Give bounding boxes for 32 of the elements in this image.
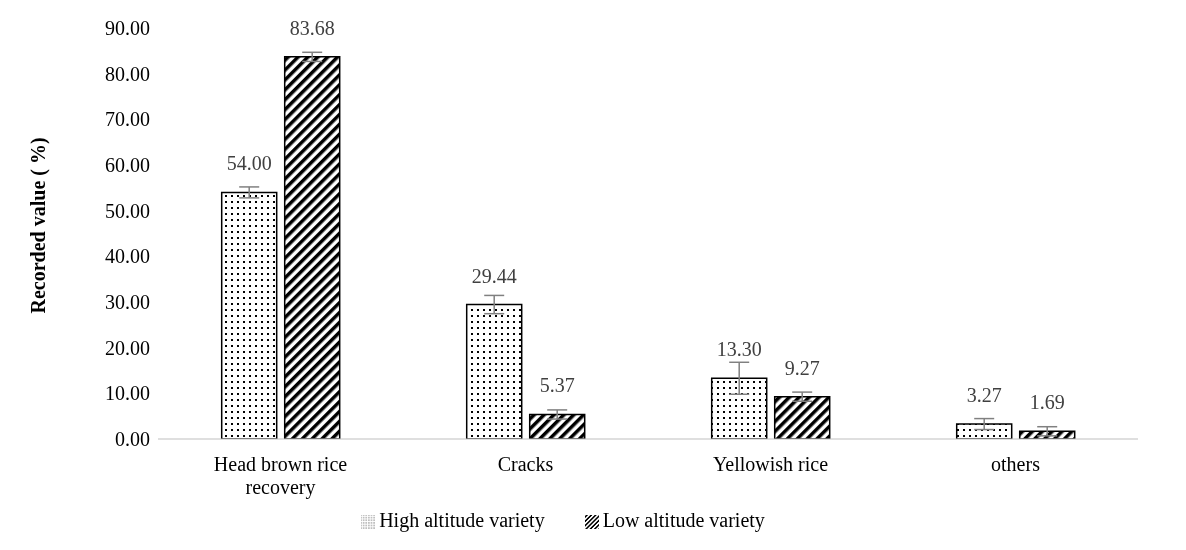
y-tick-label: 90.00 bbox=[105, 17, 150, 40]
data-label: 3.27 bbox=[966, 384, 1002, 407]
y-axis-title: Recorded value ( %) bbox=[27, 137, 51, 314]
bar bbox=[465, 303, 523, 439]
legend-label: High altitude variety bbox=[379, 509, 545, 531]
x-tick-label: Yellowish rice bbox=[712, 453, 829, 475]
legend-label: Low altitude variety bbox=[602, 509, 765, 531]
data-label: 5.37 bbox=[539, 374, 575, 397]
y-tick-label: 10.00 bbox=[105, 382, 150, 405]
x-tick-label: Cracks bbox=[497, 453, 554, 475]
bar bbox=[283, 56, 341, 439]
bar bbox=[955, 423, 1013, 439]
bar bbox=[528, 413, 586, 439]
y-tick-label: 20.00 bbox=[105, 336, 150, 359]
bar bbox=[773, 395, 831, 439]
data-label: 54.00 bbox=[226, 152, 272, 175]
y-tick-label: 30.00 bbox=[105, 291, 150, 314]
data-label: 13.30 bbox=[716, 338, 762, 361]
data-label: 1.69 bbox=[1029, 391, 1065, 414]
bar bbox=[220, 191, 278, 439]
y-tick-label: 0.00 bbox=[115, 428, 150, 451]
x-tick-label: others bbox=[991, 453, 1041, 475]
data-label: 83.68 bbox=[289, 16, 335, 39]
data-label: 29.44 bbox=[471, 264, 517, 287]
x-tick-label: Head brown rice recovery bbox=[213, 453, 348, 499]
y-tick-label: 80.00 bbox=[105, 62, 150, 85]
y-tick-label: 70.00 bbox=[105, 108, 150, 131]
y-tick-label: 60.00 bbox=[105, 154, 150, 177]
y-tick-label: 40.00 bbox=[105, 245, 150, 268]
y-tick-label: 50.00 bbox=[105, 199, 150, 222]
data-label: 9.27 bbox=[784, 356, 820, 379]
bar bbox=[710, 377, 768, 439]
